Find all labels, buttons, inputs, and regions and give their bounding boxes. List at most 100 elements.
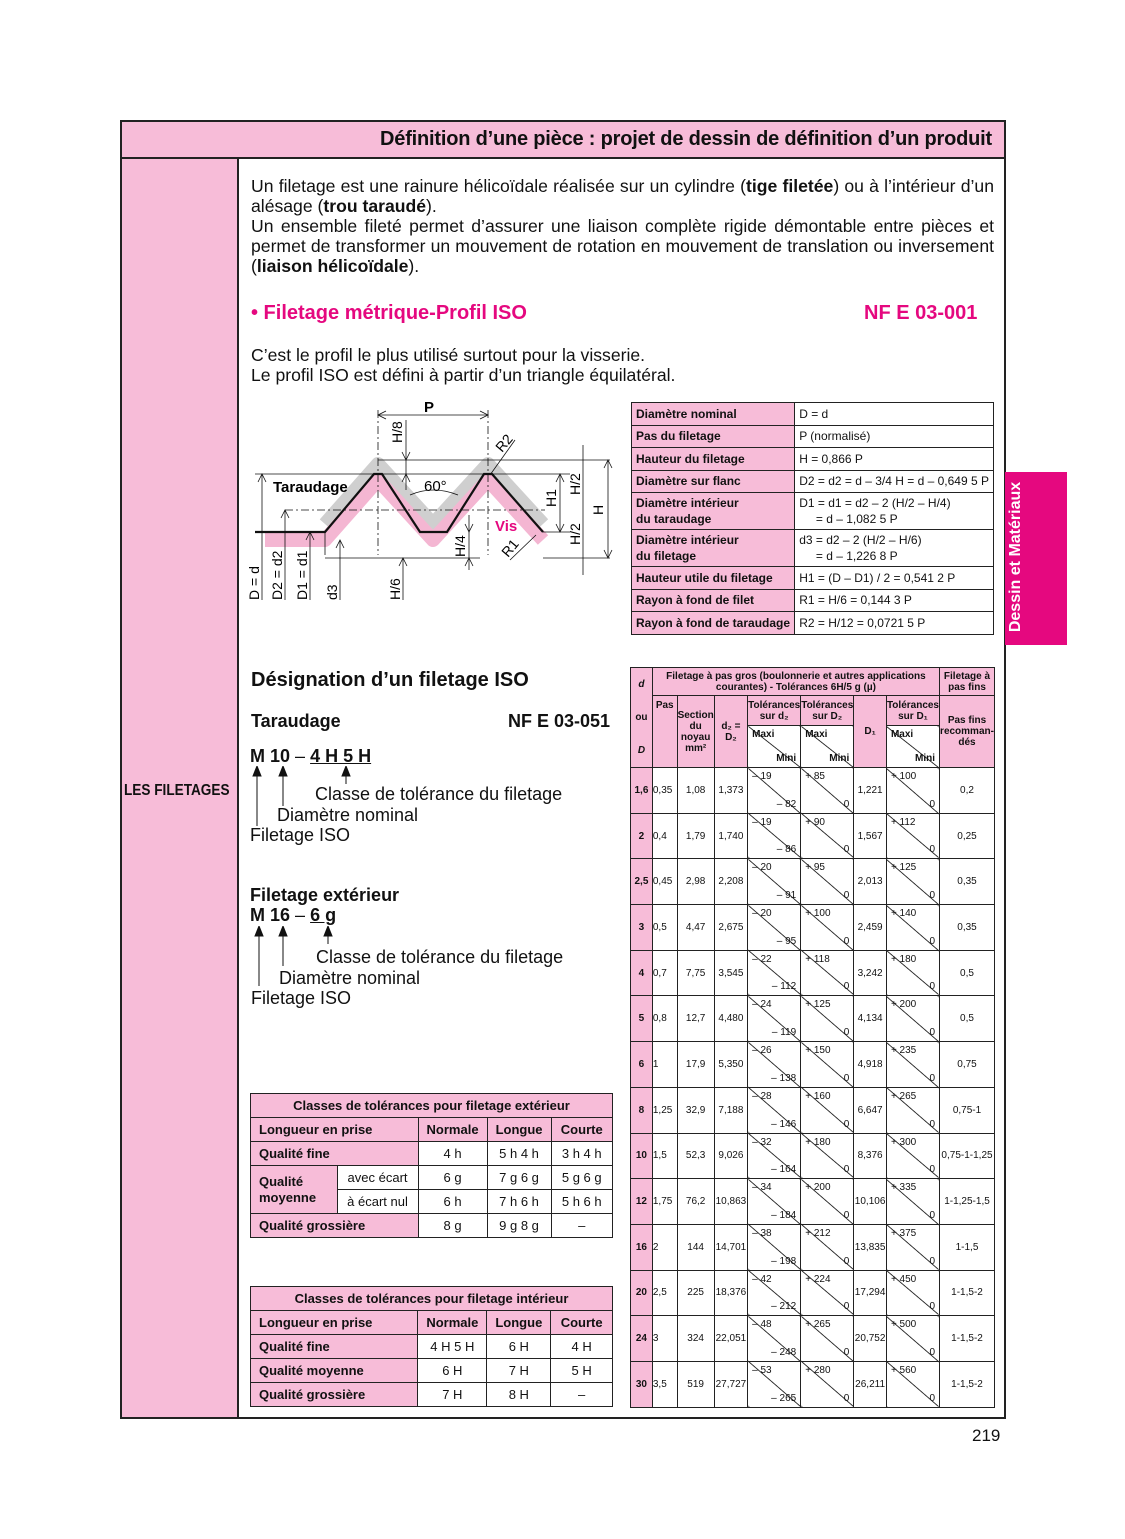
table-cell: 12: [630, 1178, 653, 1225]
tolerance-cell: + 200 0: [885, 995, 941, 1043]
tolerance-cell: + 560 0: [885, 1360, 941, 1408]
table-cell: 2,5: [630, 858, 653, 906]
section-norm: NF E 03-001: [864, 302, 978, 324]
table-cell: 3,5: [651, 1360, 678, 1408]
side-tab[interactable]: Dessin et Matériaux: [1005, 472, 1067, 645]
spec-value: P (normalisé): [794, 424, 994, 448]
table-cell: 0,4: [651, 812, 678, 860]
spec-label: Pas du filetage: [630, 424, 796, 448]
table-cell: 1-1,25-1,5: [939, 1178, 995, 1225]
table-row: 30 3,5 519 27,727– 53– 265 + 280 0 26,211 + 560…: [630, 1360, 995, 1408]
tolerance-cell: + 224 0: [800, 1269, 855, 1317]
tolerance-cell: + 375 0: [885, 1223, 941, 1271]
table-cell: 5,350: [713, 1041, 749, 1088]
tolerance-cell: + 265 0: [800, 1315, 855, 1362]
table-row: 1,6 0,35 1,08 1,373– 19– 82 + 85 0 1,221 + 100 0…: [630, 767, 995, 814]
table-cell: 1,567: [853, 812, 887, 860]
table-cell: 5: [630, 995, 653, 1043]
table-row: 16 2 144 14,701– 38– 198 + 212 0 13,835 + 375 0 1…: [630, 1223, 995, 1271]
tolerance-cell: + 85 0: [800, 767, 855, 814]
tolerance-cell: + 300 0: [885, 1132, 941, 1180]
section-line-1: C’est le profil le plus utilisé surtout …: [251, 345, 646, 365]
table-cell: 18,376: [713, 1269, 749, 1317]
table-cell: 1,08: [676, 767, 715, 814]
left-column: [120, 157, 239, 1419]
tolerance-cell: – 34– 184: [747, 1178, 802, 1225]
tolerance-cell: + 180 0: [885, 949, 941, 997]
table-cell: 1,79: [676, 812, 715, 860]
tolerance-cell: + 125 0: [885, 858, 941, 906]
table-row: 20 2,5 225 18,376– 42– 212 + 224 0 17,294 + 450…: [630, 1269, 995, 1317]
spec-label: Diamètre intérieur du filetage: [630, 529, 796, 567]
spec-value: H = 0,866 P: [794, 447, 994, 471]
table-cell: 10,863: [713, 1178, 749, 1225]
table-cell: 0,25: [939, 812, 995, 860]
table-cell: 0,5: [651, 904, 678, 951]
table-cell: 1,75: [651, 1178, 678, 1225]
spec-label: Hauteur du filetage: [630, 447, 796, 471]
tolerance-cell: + 335 0: [885, 1178, 941, 1225]
page-number: 219: [972, 1426, 1001, 1445]
table-cell: 324: [676, 1315, 715, 1362]
spec-value: H1 = (D – D1) / 2 = 0,541 2 P: [794, 566, 994, 590]
table-row: Pas du filetage P (normalisé): [630, 424, 994, 448]
spec-label: Rayon à fond de filet: [630, 588, 796, 612]
table-cell: 1,5: [651, 1132, 678, 1180]
ext-tolerance-table: Classes de tolérances pour filetage exté…: [250, 1093, 613, 1238]
tolerance-cell: + 235 0: [885, 1041, 941, 1088]
table-cell: 8: [630, 1086, 653, 1134]
table-cell: 0,75-1-1,25: [939, 1132, 995, 1180]
tolerance-cell: + 100 0: [885, 767, 941, 814]
table-cell: 1,6: [630, 767, 653, 814]
table-cell: 4,918: [853, 1041, 887, 1088]
table-cell: 0,75-1: [939, 1086, 995, 1134]
tolerance-cell: – 19– 86: [747, 812, 802, 860]
spec-label: Rayon à fond de taraudage: [630, 611, 796, 635]
label-r2: R2: [492, 431, 516, 455]
tolerance-cell: + 100 0: [800, 904, 855, 951]
table-cell: 0,8: [651, 995, 678, 1043]
table-cell: 3,242: [853, 949, 887, 997]
side-tab-label: Dessin et Matériaux: [1007, 481, 1024, 633]
table-row: Hauteur du filetage H = 0,866 P: [630, 447, 994, 471]
table-row: Hauteur utile du filetage H1 = (D – D1) /…: [630, 566, 994, 590]
table-cell: 17,294: [853, 1269, 887, 1317]
thread-dimensions-table: d ou D Filetage à pas gros (boulonnerie et …: [630, 667, 995, 1408]
table-cell: 76,2: [676, 1178, 715, 1225]
table-row: 2 0,4 1,79 1,740– 19– 86 + 90 0 1,567 + 112 0 0,2…: [630, 812, 995, 860]
tolerance-cell: – 20– 91: [747, 858, 802, 906]
table-cell: 24: [630, 1315, 653, 1362]
table-cell: 2,208: [713, 858, 749, 906]
label-h8: H/8: [389, 421, 405, 443]
label-h2-bottom: H/2: [567, 523, 583, 545]
table-cell: 14,701: [713, 1223, 749, 1271]
maxi-mini-header: Maxi Mini: [885, 725, 941, 768]
table-cell: 20,752: [853, 1315, 887, 1362]
table-cell: 0,35: [939, 858, 995, 906]
tolerance-cell: – 48– 248: [747, 1315, 802, 1362]
table-cell: 16: [630, 1223, 653, 1271]
spec-value: D1 = d1 = d2 – 2 (H/2 – H/4) = d – 1,082…: [794, 492, 994, 530]
table-cell: 0,35: [651, 767, 678, 814]
table-cell: 1,221: [853, 767, 887, 814]
table-cell: 0,5: [939, 949, 995, 997]
label-h4: H/4: [452, 535, 468, 557]
tolerance-cell: – 20– 95: [747, 904, 802, 951]
label-d3: d3: [324, 584, 340, 600]
spec-label: Diamètre sur flanc: [630, 469, 796, 493]
table-cell: 225: [676, 1269, 715, 1317]
table-cell: 1-1,5-2: [939, 1360, 995, 1408]
designation-arrows-2: [254, 926, 333, 986]
table-row: Diamètre nominal D = d: [630, 402, 994, 426]
table-cell: 32,9: [676, 1086, 715, 1134]
tolerance-cell: – 38– 198: [747, 1223, 802, 1271]
label-tolerance-class-1: Classe de tolérance du filetage: [315, 784, 563, 804]
table-cell: 13,835: [853, 1223, 887, 1271]
table-cell: 1,25: [651, 1086, 678, 1134]
table-cell: 2,013: [853, 858, 887, 906]
spec-label: Diamètre intérieur du taraudage: [630, 492, 796, 530]
table-row: 4 0,7 7,75 3,545– 22– 112 + 118 0 3,242 + 180 0 0…: [630, 949, 995, 997]
